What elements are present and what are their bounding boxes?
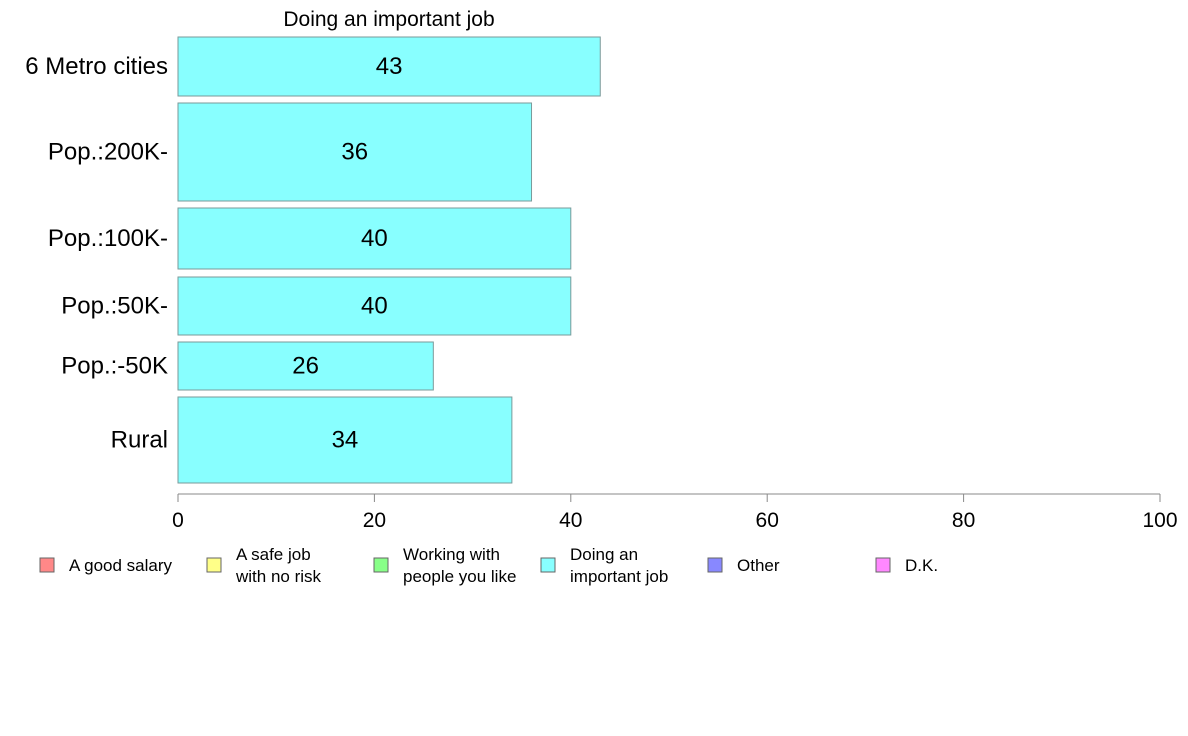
x-tick-label: 40 [559,509,582,532]
category-label: Rural [111,427,168,454]
legend-label: Other [737,556,780,575]
category-label: Pop.:50K- [61,293,168,320]
legend-swatch [373,557,389,573]
category-label: 6 Metro cities [25,53,168,80]
legend-label: Doing an important job [570,545,668,586]
legend-swatch [540,557,556,573]
bar-0 [177,36,601,97]
x-tick-label: 60 [756,509,779,532]
x-tick-label: 100 [1142,509,1177,532]
legend: A good salary A safe job with no risk Worki… [39,545,938,586]
legend-label: A good salary [69,556,173,575]
bar-value-label: 40 [361,225,388,252]
category-label: Pop.:-50K [61,353,168,380]
legend-swatch [707,557,723,573]
bar-5 [177,396,513,484]
bar-3 [177,276,572,336]
legend-swatch [875,557,891,573]
bar-value-label: 26 [292,353,319,380]
bars-group: 43 6 Metro cities 36 Pop.:200K- 40 Pop.:100K-… [25,36,601,484]
x-tick-label: 20 [363,509,386,532]
bar-value-label: 43 [376,53,403,80]
bar-value-label: 40 [361,293,388,320]
x-tick-label: 0 [172,509,184,532]
x-axis: 0 20 40 60 80 100 [172,493,1178,532]
bar-1 [177,102,533,202]
category-label: Pop.:100K- [48,225,168,252]
bar-4 [177,341,434,391]
legend-swatch [39,557,55,573]
legend-label: Working with people you like [403,545,516,586]
legend-label: A safe job with no risk [235,545,322,586]
legend-label: D.K. [905,556,938,575]
chart-title: Doing an important job [283,8,494,31]
bar-2 [177,207,572,270]
category-label: Pop.:200K- [48,139,168,166]
legend-swatch [206,557,222,573]
bar-value-label: 34 [332,427,359,454]
bar-value-label: 36 [341,139,368,166]
x-tick-label: 80 [952,509,975,532]
